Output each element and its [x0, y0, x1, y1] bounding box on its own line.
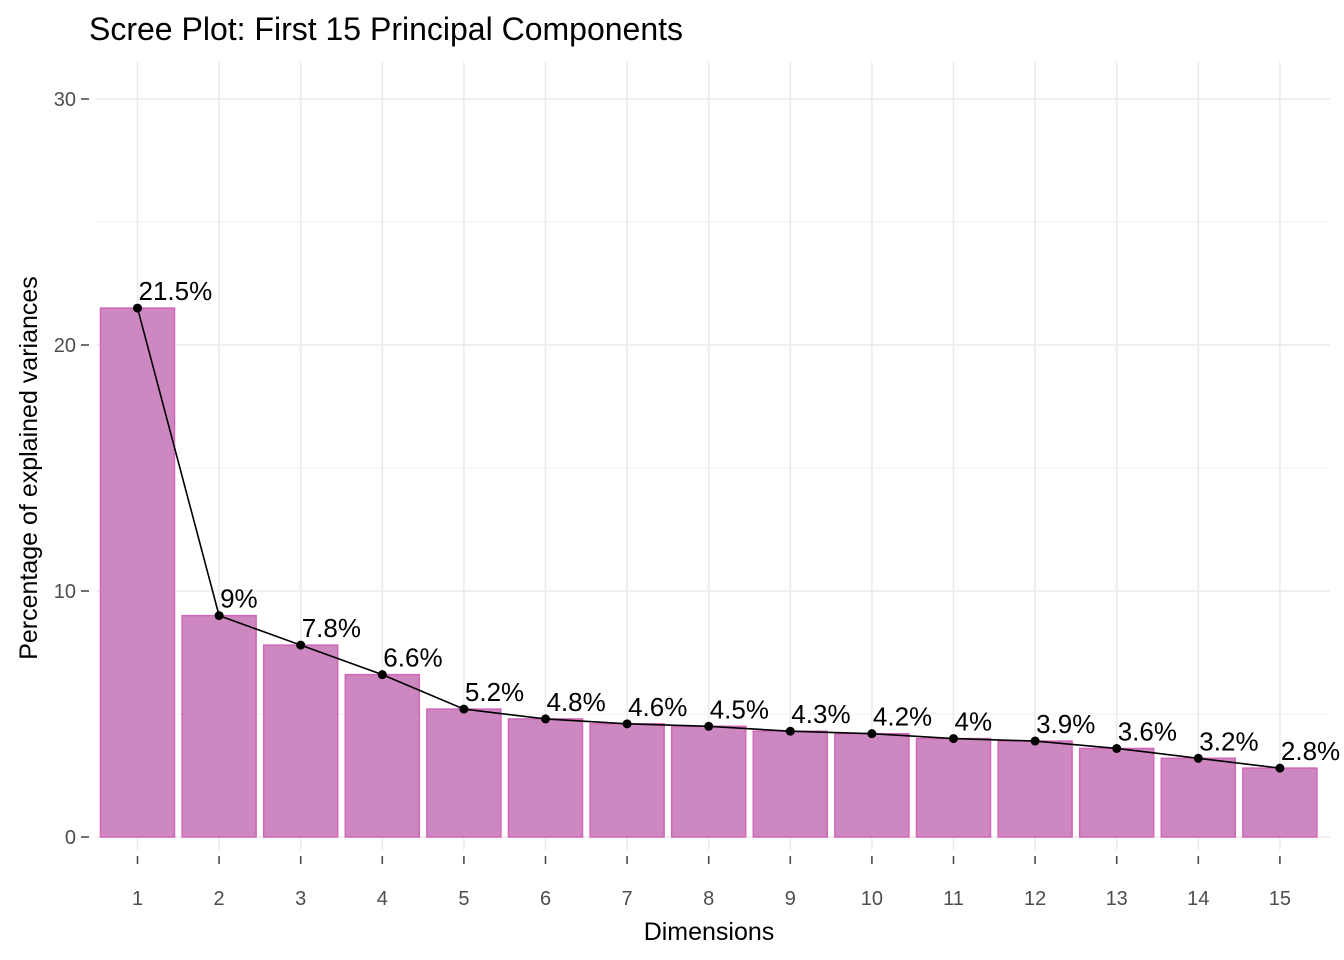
data-label-2: 9% [220, 584, 258, 614]
data-labels: 21.5% 9% 7.8% 6.6% 5.2% 4.8% 4.6% 4.5% 4.3% 4.2% 4… [139, 276, 1341, 766]
bar-13 [1078, 747, 1155, 838]
data-label-8: 4.5% [710, 694, 769, 724]
x-tick-label: 11 [943, 888, 964, 910]
x-tick-label: 12 [1024, 888, 1046, 910]
data-label-11: 4% [955, 707, 993, 737]
bar-7 [589, 723, 665, 838]
bar-14 [1160, 757, 1237, 838]
point-3 [296, 640, 306, 650]
x-tick-label: 3 [295, 888, 306, 910]
x-axis: 1 2 3 4 5 6 7 8 9 10 11 12 13 14 15 [132, 856, 1291, 910]
bar-8 [670, 725, 747, 838]
chart-title: Scree Plot: First 15 Principal Component… [89, 11, 683, 47]
point-4 [377, 670, 387, 680]
x-tick-label: 10 [861, 888, 883, 910]
y-tick-label: 30 [54, 89, 76, 111]
data-label-12: 3.9% [1036, 709, 1095, 739]
point-9 [785, 726, 795, 736]
point-14 [1193, 753, 1203, 763]
point-10 [867, 729, 877, 739]
bar-9 [752, 730, 829, 838]
point-7 [622, 719, 632, 729]
bar-5 [426, 708, 502, 838]
y-axis-title: Percentage of explained variances [15, 276, 43, 660]
x-axis-title: Dimensions [644, 918, 775, 946]
bar-11 [915, 737, 992, 838]
x-tick-label: 13 [1106, 888, 1128, 910]
bar-1 [99, 307, 176, 838]
point-12 [1030, 736, 1040, 746]
bar-2 [181, 614, 257, 838]
x-tick-label: 5 [458, 888, 469, 910]
point-1 [133, 303, 142, 313]
x-tick-label: 14 [1187, 888, 1209, 910]
point-15 [1275, 763, 1285, 773]
y-axis: 0 10 20 30 [54, 89, 89, 849]
x-tick-label: 6 [540, 888, 551, 910]
y-tick-label: 20 [54, 335, 76, 357]
data-label-13: 3.6% [1118, 716, 1177, 746]
data-label-7: 4.6% [628, 692, 687, 722]
x-tick-label: 1 [132, 888, 143, 910]
data-label-1: 21.5% [139, 276, 213, 306]
data-label-6: 4.8% [547, 687, 606, 717]
data-label-15: 2.8% [1281, 736, 1340, 766]
grid-lines [97, 62, 1330, 850]
bar-4 [344, 673, 421, 838]
x-tick-label: 8 [703, 888, 714, 910]
bars [99, 307, 1318, 838]
x-tick-label: 4 [377, 888, 388, 910]
bar-10 [834, 732, 910, 838]
data-label-3: 7.8% [302, 613, 361, 643]
bar-6 [507, 718, 584, 838]
point-13 [1112, 743, 1122, 753]
point-2 [214, 611, 224, 621]
point-11 [949, 734, 958, 744]
x-tick-label: 2 [214, 888, 225, 910]
y-tick-label: 10 [54, 581, 76, 603]
bar-12 [997, 740, 1073, 838]
data-label-4: 6.6% [383, 643, 442, 673]
point-5 [459, 704, 469, 714]
data-label-10: 4.2% [873, 702, 932, 732]
data-label-9: 4.3% [791, 699, 850, 729]
points [133, 303, 1285, 773]
y-tick-label: 0 [65, 827, 76, 849]
point-8 [704, 721, 714, 731]
data-label-5: 5.2% [465, 677, 524, 707]
bar-15 [1242, 767, 1318, 838]
bar-3 [262, 644, 339, 838]
x-tick-label: 9 [785, 888, 796, 910]
x-tick-label: 15 [1269, 888, 1291, 910]
data-label-14: 3.2% [1199, 726, 1258, 756]
x-tick-label: 7 [622, 888, 633, 910]
point-6 [541, 714, 550, 724]
